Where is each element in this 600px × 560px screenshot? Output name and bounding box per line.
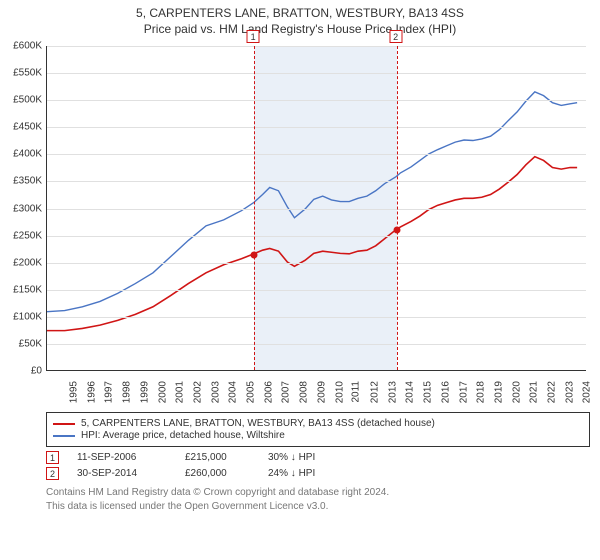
legend-row: 5, CARPENTERS LANE, BRATTON, WESTBURY, B… bbox=[53, 418, 583, 429]
x-tick-label: 1998 bbox=[121, 381, 132, 403]
gridline bbox=[47, 290, 586, 291]
x-tick-label: 1996 bbox=[86, 381, 97, 403]
x-tick-label: 2002 bbox=[192, 381, 203, 403]
x-tick-label: 2024 bbox=[582, 381, 593, 403]
event-marker-badge: 2 bbox=[389, 30, 402, 43]
x-tick-label: 2019 bbox=[493, 381, 504, 403]
y-tick-label: £400K bbox=[0, 149, 42, 160]
title-block: 5, CARPENTERS LANE, BRATTON, WESTBURY, B… bbox=[0, 0, 600, 36]
gridline bbox=[47, 181, 586, 182]
gridline bbox=[47, 317, 586, 318]
legend-label: HPI: Average price, detached house, Wilt… bbox=[81, 430, 285, 441]
y-tick-label: £0 bbox=[0, 366, 42, 377]
gridline bbox=[47, 154, 586, 155]
x-tick-label: 2001 bbox=[174, 381, 185, 403]
event-badge: 1 bbox=[46, 451, 59, 464]
gridline bbox=[47, 100, 586, 101]
x-tick-label: 2005 bbox=[245, 381, 256, 403]
legend: 5, CARPENTERS LANE, BRATTON, WESTBURY, B… bbox=[46, 412, 590, 447]
event-pct: 30% ↓ HPI bbox=[268, 452, 333, 463]
gridline bbox=[47, 236, 586, 237]
legend-swatch bbox=[53, 435, 75, 437]
event-date: 30-SEP-2014 bbox=[77, 468, 167, 479]
x-tick-label: 2016 bbox=[440, 381, 451, 403]
x-tick-label: 1995 bbox=[68, 381, 79, 403]
y-tick-label: £200K bbox=[0, 257, 42, 268]
x-tick-label: 2008 bbox=[298, 381, 309, 403]
event-price: £260,000 bbox=[185, 468, 250, 479]
x-tick-label: 2006 bbox=[263, 381, 274, 403]
event-row: 2 30-SEP-2014 £260,000 24% ↓ HPI bbox=[46, 467, 590, 480]
event-point bbox=[251, 251, 258, 258]
event-date: 11-SEP-2006 bbox=[77, 452, 167, 463]
x-tick-label: 2013 bbox=[387, 381, 398, 403]
chart-title: 5, CARPENTERS LANE, BRATTON, WESTBURY, B… bbox=[0, 6, 600, 20]
y-tick-label: £150K bbox=[0, 284, 42, 295]
y-tick-label: £350K bbox=[0, 176, 42, 187]
footnote-line: Contains HM Land Registry data © Crown c… bbox=[46, 486, 590, 500]
x-tick-label: 2004 bbox=[228, 381, 239, 403]
gridline bbox=[47, 344, 586, 345]
plot-region bbox=[46, 46, 586, 371]
x-tick-label: 2022 bbox=[546, 381, 557, 403]
y-tick-label: £600K bbox=[0, 41, 42, 52]
footnote-line: This data is licensed under the Open Gov… bbox=[46, 500, 590, 514]
footnote: Contains HM Land Registry data © Crown c… bbox=[46, 486, 590, 513]
gridline bbox=[47, 46, 586, 47]
x-tick-label: 2007 bbox=[281, 381, 292, 403]
chart-area: £0 £50K £100K £150K £200K £250K £300K £350K £400… bbox=[0, 40, 590, 410]
series-line bbox=[47, 157, 577, 331]
y-tick-label: £300K bbox=[0, 203, 42, 214]
x-tick-label: 2011 bbox=[351, 381, 362, 403]
gridline bbox=[47, 127, 586, 128]
x-tick-label: 2018 bbox=[475, 381, 486, 403]
event-badge: 2 bbox=[46, 467, 59, 480]
x-tick-label: 2017 bbox=[458, 381, 469, 403]
y-tick-label: £50K bbox=[0, 338, 42, 349]
y-tick-label: £450K bbox=[0, 122, 42, 133]
legend-row: HPI: Average price, detached house, Wilt… bbox=[53, 430, 583, 441]
x-tick-label: 2012 bbox=[369, 381, 380, 403]
y-tick-label: £500K bbox=[0, 95, 42, 106]
event-marker-line bbox=[397, 46, 398, 370]
x-tick-label: 2000 bbox=[157, 381, 168, 403]
legend-label: 5, CARPENTERS LANE, BRATTON, WESTBURY, B… bbox=[81, 418, 435, 429]
event-marker-badge: 1 bbox=[247, 30, 260, 43]
x-tick-label: 2010 bbox=[334, 381, 345, 403]
event-marker-line bbox=[254, 46, 255, 370]
gridline bbox=[47, 209, 586, 210]
y-tick-label: £550K bbox=[0, 68, 42, 79]
x-tick-label: 2014 bbox=[405, 381, 416, 403]
x-tick-label: 1997 bbox=[104, 381, 115, 403]
x-tick-label: 2015 bbox=[422, 381, 433, 403]
event-row: 1 11-SEP-2006 £215,000 30% ↓ HPI bbox=[46, 451, 590, 464]
event-point bbox=[393, 227, 400, 234]
event-pct: 24% ↓ HPI bbox=[268, 468, 333, 479]
x-tick-label: 2003 bbox=[210, 381, 221, 403]
gridline bbox=[47, 73, 586, 74]
series-line bbox=[47, 92, 577, 312]
x-tick-label: 2021 bbox=[529, 381, 540, 403]
gridline bbox=[47, 263, 586, 264]
y-tick-label: £100K bbox=[0, 311, 42, 322]
x-tick-label: 2023 bbox=[564, 381, 575, 403]
chart-subtitle: Price paid vs. HM Land Registry's House … bbox=[0, 22, 600, 36]
x-tick-label: 2020 bbox=[511, 381, 522, 403]
events-table: 1 11-SEP-2006 £215,000 30% ↓ HPI 2 30-SEP-201… bbox=[46, 451, 590, 480]
event-price: £215,000 bbox=[185, 452, 250, 463]
legend-swatch bbox=[53, 423, 75, 425]
x-tick-label: 2009 bbox=[316, 381, 327, 403]
y-tick-label: £250K bbox=[0, 230, 42, 241]
x-tick-label: 1999 bbox=[139, 381, 150, 403]
